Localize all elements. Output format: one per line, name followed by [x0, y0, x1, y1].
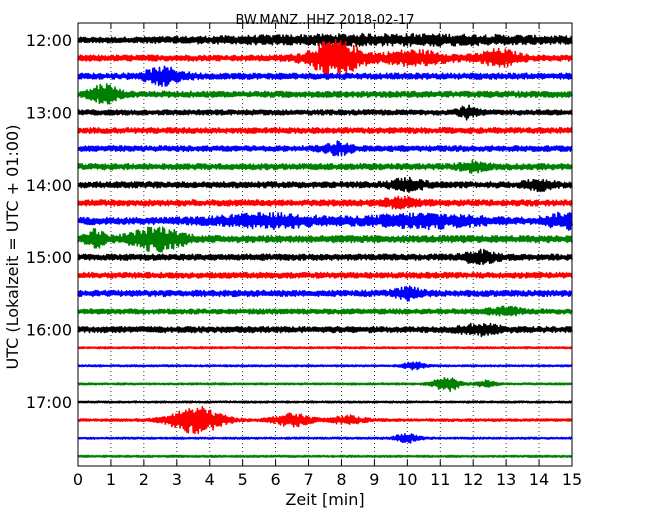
trace-1615 [77, 346, 573, 350]
trace-1630 [77, 361, 573, 371]
x-axis-label: Zeit [min] [285, 490, 364, 509]
y-tick-label: 12:00 [26, 31, 72, 50]
x-tick-label: 14 [529, 470, 549, 489]
x-tick-label: 12 [463, 470, 483, 489]
trace-1330 [77, 140, 573, 157]
x-tick-label: 7 [303, 470, 313, 489]
x-tick-label: 8 [336, 470, 346, 489]
x-tick-label: 3 [172, 470, 182, 489]
y-axis-label: UTC (Lokalzeit = UTC + 01:00) [3, 125, 22, 370]
plot-frame [77, 22, 573, 467]
x-tick-label: 5 [238, 470, 248, 489]
y-tick-label: 16:00 [26, 321, 72, 340]
trace-1400 [77, 176, 573, 193]
seismic-traces [77, 32, 573, 458]
trace-1315 [77, 126, 573, 135]
x-tick-label: 9 [369, 470, 379, 489]
axis-ticks: 0 1 2 3 4 5 6 7 8 9 10 11 12 13 14 1512:0013:0014:0015:… [26, 23, 582, 489]
trace-1415 [77, 195, 573, 210]
trace-1645 [77, 376, 573, 393]
trace-1700 [77, 400, 573, 404]
trace-1545 [77, 305, 573, 317]
grid-lines [110, 23, 540, 466]
y-tick-label: 17:00 [26, 393, 72, 412]
trace-1745 [77, 454, 573, 458]
x-tick-label: 11 [430, 470, 450, 489]
x-tick-label: 0 [73, 470, 83, 489]
trace-1245 [77, 83, 573, 105]
trace-1430 [77, 211, 573, 231]
x-tick-label: 1 [106, 470, 116, 489]
trace-1300 [77, 104, 573, 121]
trace-1500 [77, 248, 573, 266]
y-tick-label: 13:00 [26, 103, 72, 122]
x-tick-label: 15 [562, 470, 582, 489]
x-tick-label: 2 [139, 470, 149, 489]
chart-title: BW.MANZ..HHZ 2018-02-17 [235, 13, 414, 28]
y-tick-label: 14:00 [26, 176, 72, 195]
trace-1600 [77, 322, 573, 338]
x-tick-label: 10 [397, 470, 417, 489]
trace-1530 [77, 285, 573, 302]
x-tick-label: 13 [496, 470, 516, 489]
y-tick-label: 15:00 [26, 248, 72, 267]
trace-1715 [77, 405, 573, 435]
trace-1345 [77, 159, 573, 174]
trace-1730 [77, 433, 573, 444]
x-tick-label: 4 [205, 470, 215, 489]
trace-1515 [77, 271, 573, 279]
trace-1445 [77, 226, 573, 253]
x-tick-label: 6 [271, 470, 281, 489]
trace-1230 [77, 65, 573, 87]
